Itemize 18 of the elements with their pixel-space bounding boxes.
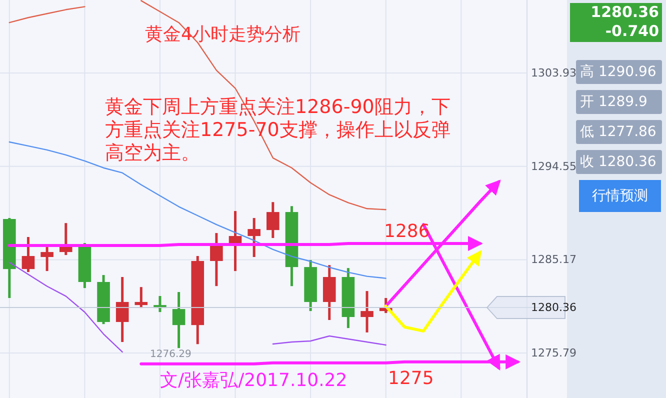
annotation: 1276.29	[150, 349, 192, 360]
text: 行情预测	[579, 180, 661, 212]
y-tick-label: 1294.55	[531, 160, 576, 173]
text: 1280.36	[570, 3, 662, 23]
text: 低 1277.86	[576, 120, 662, 144]
y-tick-label: 1275.79	[531, 346, 576, 360]
y-tick-label: 1303.93	[531, 66, 576, 80]
price-tag: 1280.36	[0, 296, 576, 320]
text: 黄金4小时走势分析	[145, 23, 300, 46]
annotation: 文/张嘉弘/2017.10.22	[160, 369, 348, 392]
line-series	[8, 141, 386, 279]
text: 收 1280.36	[576, 150, 662, 174]
text: 高 1290.96	[576, 60, 662, 84]
y-tick-label: 1285.17	[531, 253, 576, 266]
text: 开 1289.9	[576, 90, 662, 114]
annotation: 1275	[388, 368, 434, 389]
text: -0.740	[570, 22, 662, 42]
ref-line-label: 1280.36	[531, 301, 576, 314]
